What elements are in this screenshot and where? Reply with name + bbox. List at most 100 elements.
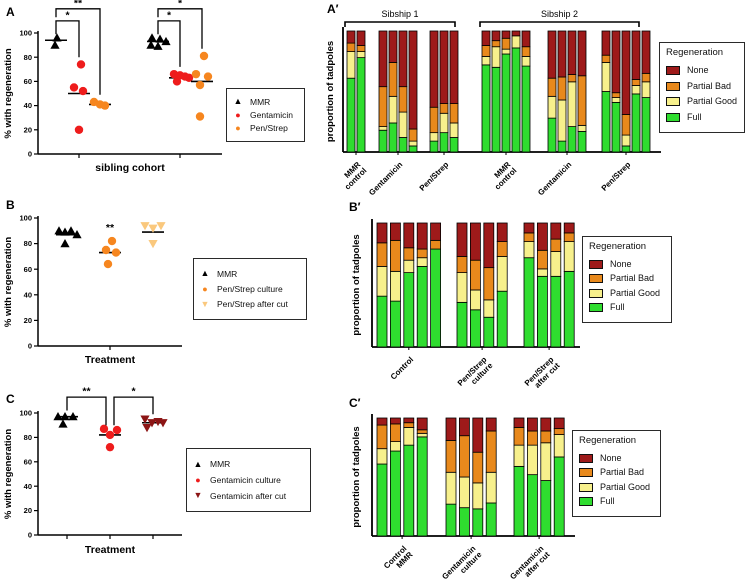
sig-label: * [65, 9, 70, 21]
circle-marker-icon: ● [195, 474, 201, 485]
bar-segment-none [398, 30, 408, 88]
data-point [52, 33, 62, 42]
bar-segment-partial-bad [540, 430, 552, 444]
panel-label: C′ [349, 396, 361, 410]
bar-segment-none [376, 222, 388, 244]
bar-segment-full [521, 65, 531, 153]
data-point [66, 226, 76, 235]
y-axis-title: proportion of tadpoles [351, 234, 362, 335]
bar-segment-none [557, 30, 567, 78]
data-point [60, 412, 70, 421]
circle-marker-icon: ● [235, 122, 241, 133]
color-swatch-icon [589, 259, 603, 269]
data-point [101, 245, 111, 255]
bar-segment-full [577, 131, 587, 153]
legend-item-label: MMR [217, 268, 238, 279]
bar-segment-full [469, 309, 481, 348]
bar-segment-partial-bad [458, 435, 470, 478]
sig-label: ** [106, 222, 115, 234]
color-swatch-icon [589, 274, 603, 284]
panel-label: C [6, 392, 15, 406]
y-tick-label: 100 [19, 214, 32, 223]
bar-segment-full [550, 275, 562, 348]
legend-panel-B-prime: Regeneration None Partial Bad Partial Good… [582, 236, 672, 323]
x-group-label: Pen/Strep [600, 160, 633, 193]
legend-item: ● Gentamicin [233, 110, 298, 120]
bar-segment-partial-good [641, 81, 651, 98]
triangle-up-marker-icon: ▲ [233, 96, 243, 107]
bar-segment-full [523, 257, 535, 348]
y-tick-label: 100 [19, 409, 32, 418]
bar-segment-full [601, 91, 611, 153]
legend-title: Regeneration [666, 47, 724, 58]
data-point [142, 424, 152, 433]
data-point [161, 36, 171, 46]
bar-segment-partial-good [390, 270, 401, 302]
color-swatch-icon [589, 288, 603, 298]
bar-segment-partial-bad [547, 77, 557, 97]
bar-segment-full [557, 140, 567, 153]
bar-segment-partial-bad [550, 238, 562, 252]
data-point [172, 77, 182, 86]
bar-segment-partial-good [398, 111, 408, 138]
x-group-label: Gentamicin [367, 160, 404, 197]
data-point [72, 230, 82, 239]
bar-segment-partial-good [472, 482, 484, 510]
bar-segment-none [445, 417, 457, 441]
legend-item: None [579, 453, 654, 463]
bar-segment-partial-good [376, 266, 388, 297]
y-tick-label: 0 [28, 342, 32, 351]
legend-panel-B: ▲ MMR ● Pen/Strep culture ▼ Pen/Strep after c… [193, 258, 307, 320]
legend-item: None [666, 66, 738, 76]
bar-segment-partial-good [376, 448, 388, 465]
bar-segment-full [631, 93, 641, 153]
data-point [148, 224, 158, 233]
bar-segment-full [398, 137, 408, 153]
legend-item: ● Pen/Strep culture [200, 284, 300, 294]
bar-segment-partial-bad [376, 242, 388, 267]
bar-segment-partial-bad [563, 232, 575, 242]
sig-label: ** [82, 386, 91, 398]
data-point [60, 239, 70, 248]
legend-item-label: Pen/Strep [250, 123, 288, 133]
data-point [155, 34, 165, 43]
bar-segment-partial-bad [356, 45, 366, 52]
bar-segment-partial-good [458, 476, 470, 509]
legend-item: Partial Bad [579, 467, 654, 478]
legend-item-label: Partial Good [610, 287, 661, 298]
legend-item: Partial Good [589, 287, 665, 298]
x-group-label: MMRcontrol [487, 160, 519, 192]
bar-segment-none [439, 30, 449, 104]
bar-segment-partial-bad [513, 427, 525, 446]
bar-segment-partial-good [456, 272, 468, 303]
legend-panel-C: ▲ MMR ● Gentamicin culture ▼ Gentamicin after… [186, 448, 311, 512]
bar-segment-partial-good [485, 471, 497, 504]
legend-item-label: Partial Bad [600, 467, 645, 478]
legend-item-label: MMR [210, 459, 231, 469]
bar-segment-full [536, 275, 548, 348]
bar-segment-partial-good [557, 99, 567, 142]
bar-segment-partial-good [513, 444, 525, 467]
y-tick-label: 20 [24, 125, 32, 134]
sig-label: * [167, 9, 172, 21]
bar-segment-partial-bad [429, 106, 439, 134]
bar-segment-full [439, 132, 449, 153]
color-swatch-icon [579, 468, 593, 478]
bar-segment-partial-good [611, 97, 621, 103]
sibship-bracket [479, 21, 640, 27]
bar-segment-none [547, 30, 557, 79]
bar-segment-full [388, 122, 398, 153]
bar-segment-partial-bad [483, 267, 495, 301]
x-group-label: MMRcontrol [337, 160, 369, 192]
data-point [147, 419, 157, 428]
data-point [147, 33, 157, 42]
bar-segment-partial-bad [430, 239, 441, 250]
bar-segment-full [445, 503, 457, 537]
data-point [68, 412, 78, 421]
bar-segment-partial-bad [408, 128, 418, 142]
bar-segment-none [563, 222, 575, 234]
legend-item: ● Pen/Strep [233, 122, 298, 133]
legend-item-label: MMR [250, 96, 271, 107]
data-point [99, 424, 109, 434]
